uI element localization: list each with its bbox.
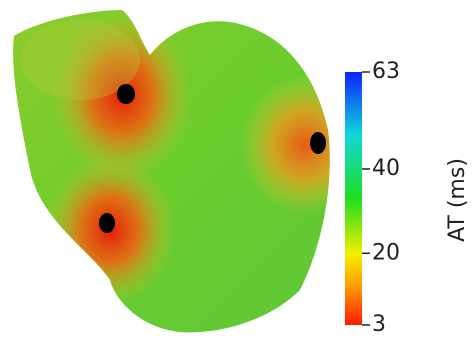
pacing-site <box>117 84 135 104</box>
tick-label: 20 <box>372 240 400 265</box>
colorbar-label: AT (ms) <box>445 158 470 242</box>
pacing-site <box>310 132 326 154</box>
heart-surface <box>13 10 330 333</box>
pacing-site <box>99 213 115 233</box>
tick-label: 3 <box>372 312 386 337</box>
tick-label: 40 <box>372 156 400 181</box>
tick-label: 63 <box>372 59 400 84</box>
colorbar: 3 20 40 63 <box>345 59 400 337</box>
colorbar-ramp <box>345 72 362 325</box>
